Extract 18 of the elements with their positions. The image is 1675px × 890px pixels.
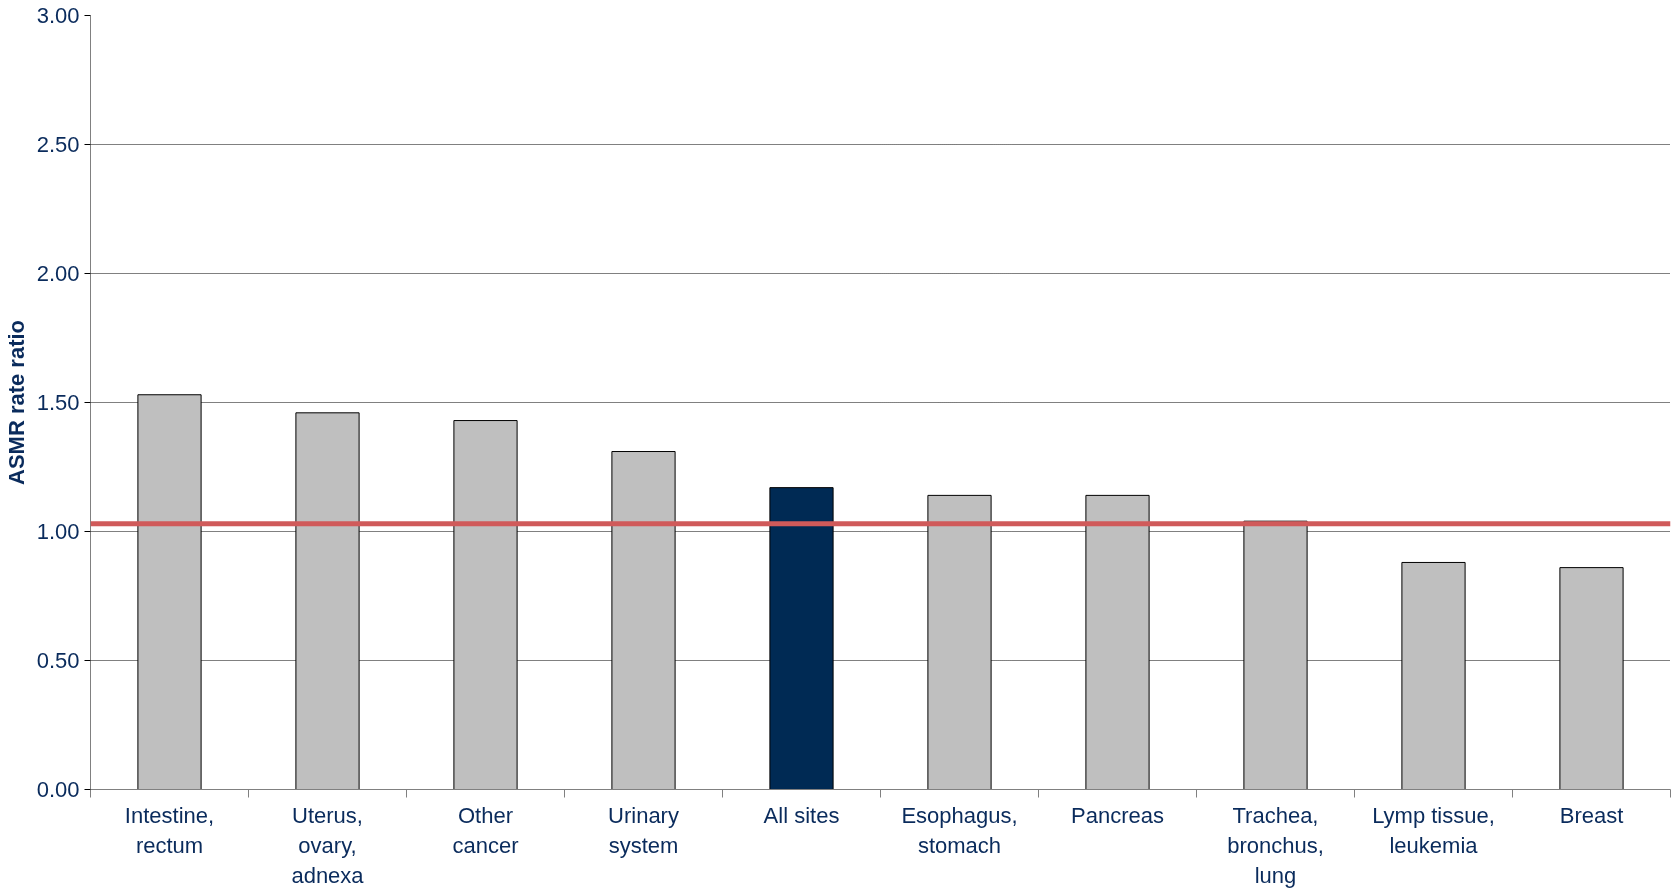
y-tick-label: 3.00: [36, 3, 80, 28]
x-tick-label: Lymp tissue, leukemia: [1372, 802, 1495, 858]
y-axis-title: ASMR rate ratio: [3, 319, 29, 486]
y-tick-label: 1.00: [36, 519, 80, 544]
x-tick-label: Other cancer: [452, 802, 519, 858]
x-tick-label: Uterus, ovary, adnexa: [291, 802, 365, 888]
x-tick-label: Breast: [1559, 802, 1624, 828]
x-tick-label: Urinary system: [608, 802, 679, 858]
x-tick-label: Trachea, bronchus, lung: [1227, 802, 1324, 888]
y-tick-label: 2.00: [36, 261, 80, 286]
y-tick-label: 0.00: [36, 777, 80, 802]
x-tick-label: Intestine, rectum: [124, 802, 215, 858]
y-tick-label: 0.50: [36, 648, 80, 673]
x-tick-label: Pancreas: [1071, 802, 1164, 828]
y-tick-label: 2.50: [36, 132, 80, 157]
x-tick-label: Esophagus, stomach: [901, 802, 1018, 858]
x-tick-label: All sites: [763, 802, 840, 828]
y-tick-label: 1.50: [36, 390, 80, 415]
